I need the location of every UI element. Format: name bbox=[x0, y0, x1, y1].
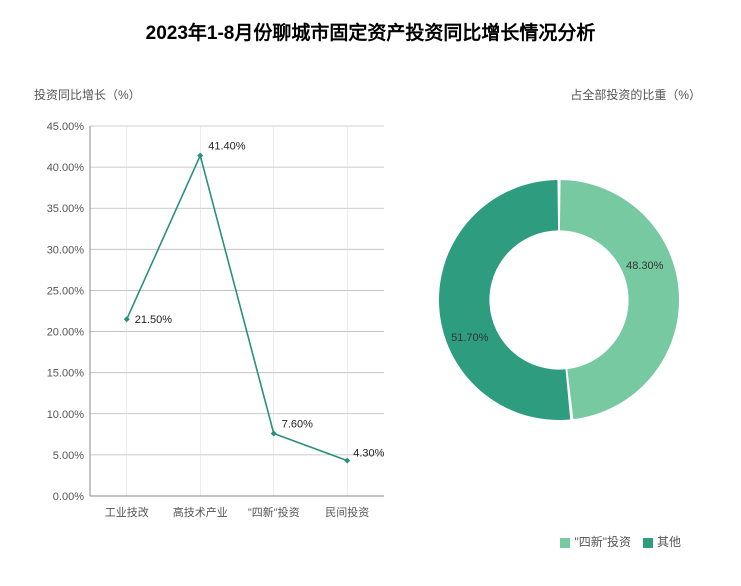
svg-text:25.00%: 25.00% bbox=[47, 285, 85, 297]
svg-text:"四新"投资: "四新"投资 bbox=[248, 505, 300, 519]
svg-text:民间投资: 民间投资 bbox=[325, 505, 369, 519]
page-title: 2023年1-8月份聊城市固定资产投资同比增长情况分析 bbox=[0, 18, 741, 45]
svg-text:21.50%: 21.50% bbox=[135, 314, 173, 326]
legend-item-1: 其他 bbox=[643, 533, 681, 550]
legend-text-0: "四新"投资 bbox=[574, 535, 631, 549]
svg-text:41.40%: 41.40% bbox=[208, 141, 246, 153]
legend-item-0: "四新"投资 bbox=[560, 533, 631, 550]
svg-text:4.30%: 4.30% bbox=[353, 448, 384, 460]
svg-text:7.60%: 7.60% bbox=[282, 419, 313, 431]
subtitle-right: 占全部投资的比重（%） bbox=[570, 86, 701, 103]
subtitle-left: 投资同比增长（%） bbox=[34, 86, 141, 103]
svg-text:高技术产业: 高技术产业 bbox=[173, 505, 228, 519]
svg-text:5.00%: 5.00% bbox=[53, 450, 84, 462]
svg-text:40.00%: 40.00% bbox=[47, 162, 85, 174]
svg-text:35.00%: 35.00% bbox=[47, 203, 85, 215]
donut-chart: 48.30% 51.70% bbox=[409, 150, 709, 450]
svg-text:10.00%: 10.00% bbox=[47, 409, 85, 421]
svg-text:30.00%: 30.00% bbox=[47, 244, 85, 256]
donut-svg bbox=[409, 150, 709, 450]
line-chart: 0.00% 5.00% 10.00% 15.00% 20.00% 25.00% 30.00%… bbox=[34, 118, 394, 534]
svg-text:45.00%: 45.00% bbox=[47, 121, 85, 133]
legend-swatch-1 bbox=[643, 538, 653, 548]
donut-label-1: 51.70% bbox=[451, 332, 488, 344]
svg-text:工业技改: 工业技改 bbox=[105, 505, 149, 519]
donut-label-0: 48.30% bbox=[626, 260, 663, 272]
chart-container: 2023年1-8月份聊城市固定资产投资同比增长情况分析 投资同比增长（%） 占全… bbox=[0, 0, 741, 586]
svg-text:0.00%: 0.00% bbox=[53, 491, 84, 503]
svg-text:20.00%: 20.00% bbox=[47, 327, 85, 339]
svg-text:15.00%: 15.00% bbox=[47, 368, 85, 380]
legend-swatch-0 bbox=[560, 538, 570, 548]
donut-legend: "四新"投资 其他 bbox=[560, 533, 681, 550]
legend-text-1: 其他 bbox=[657, 535, 681, 549]
